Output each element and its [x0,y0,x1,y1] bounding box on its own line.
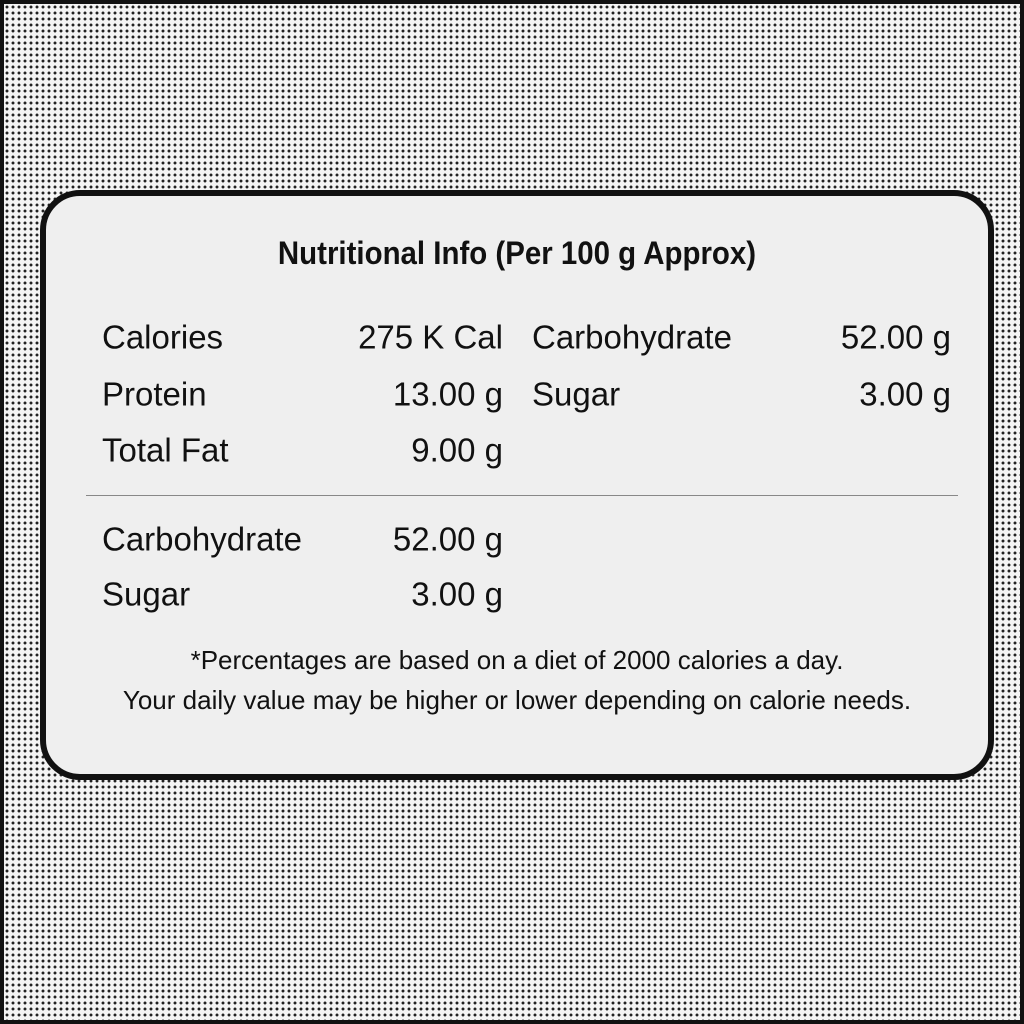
nutrient-label: Protein [102,375,207,412]
separator [86,495,958,496]
nutrient-value: 275 K Cal [358,318,503,356]
nutrient-value: 13.00 g [392,375,503,412]
nutrient-value: 9.00 g [411,431,503,469]
nutrient-label: Calories [102,318,224,356]
nutrient-value: 52.00 g [392,520,503,558]
nutrient-label: Sugar [102,575,191,613]
footnote: *Percentages are based on a diet of 2000… [190,645,844,675]
nutrient-value: 52.00 g [840,318,951,356]
nutrient-label: Total Fat [102,431,229,469]
title: Nutritional Info (Per 100 g Approx) [277,235,757,271]
nutrient-value: 3.00 g [411,575,503,613]
nutrient-label: Carbohydrate [532,318,732,356]
nutrient-value: 3.00 g [859,375,951,412]
nutrition-card: Nutritional Info (Per 100 g Approx) Calo… [40,190,994,780]
nutrient-label: Sugar [532,375,621,412]
nutrient-label: Carbohydrate [102,520,302,558]
footnote: Your daily value may be higher or lower … [122,685,912,715]
